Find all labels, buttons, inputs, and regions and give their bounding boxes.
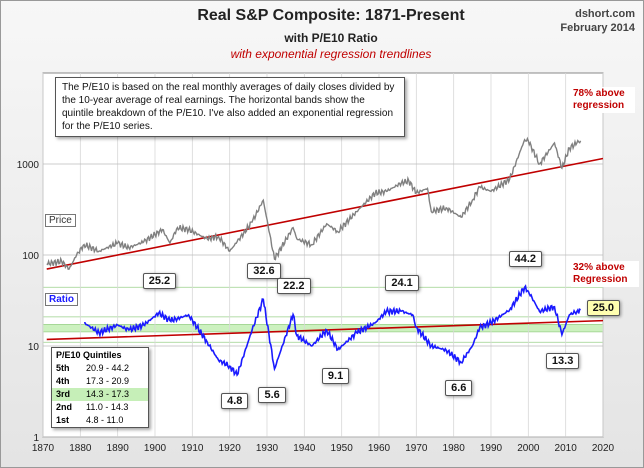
y-tick-label: 10: [28, 342, 40, 353]
x-tick-label: 2020: [592, 443, 615, 454]
brand-date: February 2014: [560, 22, 635, 34]
legend-row-range: 4.8 - 11.0: [86, 415, 124, 425]
callout-22-2: 22.2: [277, 278, 311, 295]
callout-24-1: 24.1: [385, 275, 419, 292]
brand-site: dshort.com: [575, 8, 635, 20]
legend-row-4th: 4th 17.3 - 20.9: [52, 375, 148, 388]
price-series-label: Price: [45, 214, 76, 227]
x-tick-label: 1960: [368, 443, 391, 454]
callout-4-8: 4.8: [221, 393, 249, 409]
x-tick-label: 1890: [107, 443, 130, 454]
legend-row-label: 4th: [56, 376, 70, 386]
quintile-band-3rd: [43, 324, 603, 332]
x-tick-label: 1920: [219, 443, 242, 454]
regression-line-ratio: [46, 319, 604, 341]
callout-5-6: 5.6: [258, 386, 286, 403]
legend-row-label: 1st: [56, 415, 70, 425]
legend-row-range: 14.3 - 17.3: [86, 389, 130, 399]
legend-rows: 5th 20.9 - 44.2 4th 17.3 - 20.9 3rd 14.3 - 17…: [52, 362, 148, 427]
legend-row-range: 20.9 - 44.2: [86, 363, 130, 373]
series-line-ratio: [84, 284, 581, 377]
callout-25-0: 25.0: [586, 299, 621, 316]
callout-13-3: 13.3: [545, 352, 580, 369]
chart-title: Real S&P Composite: 1871-Present: [197, 7, 465, 24]
callout-25-2: 25.2: [142, 273, 177, 290]
x-tick-label: 2010: [555, 443, 578, 454]
x-tick-label: 2000: [517, 443, 540, 454]
legend-row-3rd: 3rd 14.3 - 17.3: [52, 388, 148, 401]
ratio-series-label: Ratio: [45, 293, 78, 306]
chart-subtitle: with P/E10 Ratio: [284, 31, 378, 45]
x-tick-label: 1910: [181, 443, 204, 454]
callout-32-6: 32.6: [247, 263, 281, 280]
ratio-regression-note: 32% above Regression: [571, 261, 639, 287]
legend-row-label: 2nd: [56, 402, 73, 412]
y-tick-label: 1000: [17, 160, 40, 171]
legend-row-label: 3rd: [56, 389, 71, 399]
y-tick-label: 1: [33, 433, 39, 444]
legend-row-range: 17.3 - 20.9: [86, 376, 130, 386]
y-tick-label: 100: [22, 251, 39, 262]
chart-subtitle-2: with exponential regression trendlines: [230, 47, 432, 61]
x-tick-label: 1950: [331, 443, 354, 454]
legend-title: P/E10 Quintiles: [56, 350, 122, 360]
x-tick-label: 1990: [480, 443, 503, 454]
callout-44-2: 44.2: [508, 251, 543, 268]
callout-9-1: 9.1: [321, 367, 350, 384]
explanatory-note: The P/E10 is based on the real monthly a…: [55, 77, 405, 137]
callout-6-6: 6.6: [445, 380, 473, 397]
legend-row-label: 5th: [56, 363, 70, 373]
legend-row-2nd: 2nd 11.0 - 14.3: [52, 401, 148, 414]
x-tick-label: 1900: [144, 443, 167, 454]
x-tick-label: 1880: [69, 443, 92, 454]
price-regression-note: 78% above regression: [571, 87, 635, 113]
brand-block: dshort.com February 2014: [560, 7, 635, 35]
legend-row-1st: 1st 4.8 - 11.0: [52, 414, 148, 427]
x-tick-label: 1930: [256, 443, 279, 454]
x-tick-label: 1870: [32, 443, 55, 454]
x-tick-label: 1940: [293, 443, 316, 454]
quintile-legend: P/E10 Quintiles 5th 20.9 - 44.2 4th 17.3 - …: [51, 347, 149, 428]
series-line-price: [46, 136, 582, 270]
legend-row-range: 11.0 - 14.3: [86, 402, 129, 412]
legend-row-5th: 5th 20.9 - 44.2: [52, 362, 148, 375]
x-tick-label: 1970: [405, 443, 428, 454]
x-tick-label: 1980: [443, 443, 466, 454]
